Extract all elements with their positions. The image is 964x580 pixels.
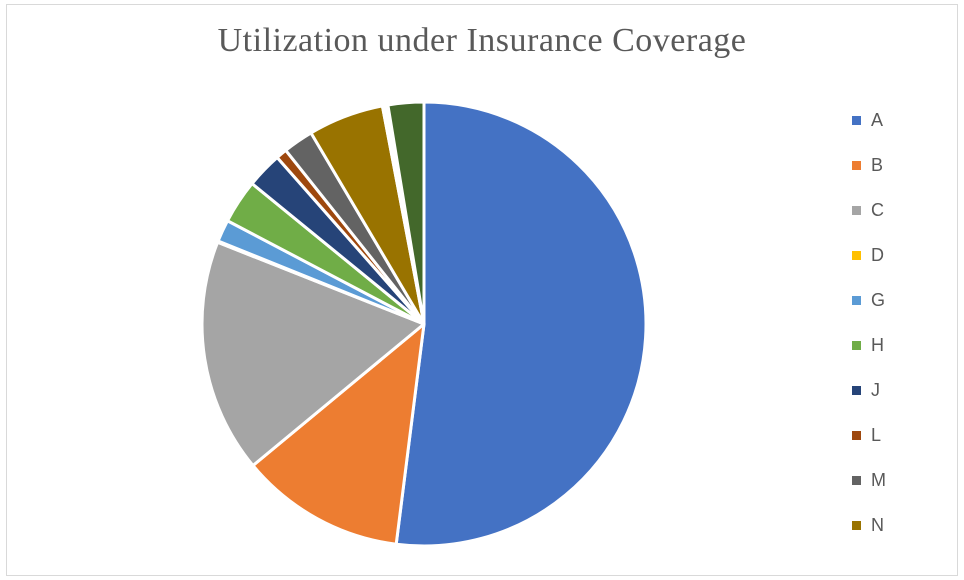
legend-label: J (871, 379, 880, 400)
legend-swatch (852, 430, 861, 440)
legend-item-d: D (852, 243, 884, 267)
legend-item-g: G (852, 288, 885, 312)
legend-label: D (871, 244, 884, 265)
legend-label: M (871, 469, 886, 490)
pie-slice-b (251, 322, 426, 546)
legend-label: L (871, 424, 882, 445)
chart-title: Utilization under Insurance Coverage (217, 22, 747, 59)
pie-slice-c (200, 240, 426, 468)
legend-label: H (871, 334, 884, 355)
legend-item-a: A (852, 108, 883, 132)
legend-item-c: C (852, 198, 884, 222)
legend-swatch (852, 475, 861, 485)
legend-swatch (852, 160, 861, 170)
legend-item-n: N (852, 513, 884, 537)
legend-item-h: H (852, 333, 884, 357)
legend-label: A (871, 109, 884, 130)
legend-item-j: J (852, 378, 880, 402)
legend-swatch (852, 385, 861, 395)
legend-swatch (852, 250, 861, 260)
legend-swatch (852, 520, 861, 530)
legend-label: N (871, 514, 884, 535)
legend-label: G (871, 289, 886, 310)
legend-label: C (871, 199, 884, 220)
pie-slice-a (394, 100, 648, 548)
legend-label: B (871, 154, 884, 175)
pie-slice-unlabeled-11 (386, 100, 426, 326)
legend-swatch (852, 205, 861, 215)
legend-item-l: L (852, 423, 881, 447)
legend-swatch (852, 340, 861, 350)
legend-item-b: B (852, 153, 883, 177)
legend-swatch (852, 115, 861, 125)
legend-swatch (852, 295, 861, 305)
legend-item-m: M (852, 468, 886, 492)
